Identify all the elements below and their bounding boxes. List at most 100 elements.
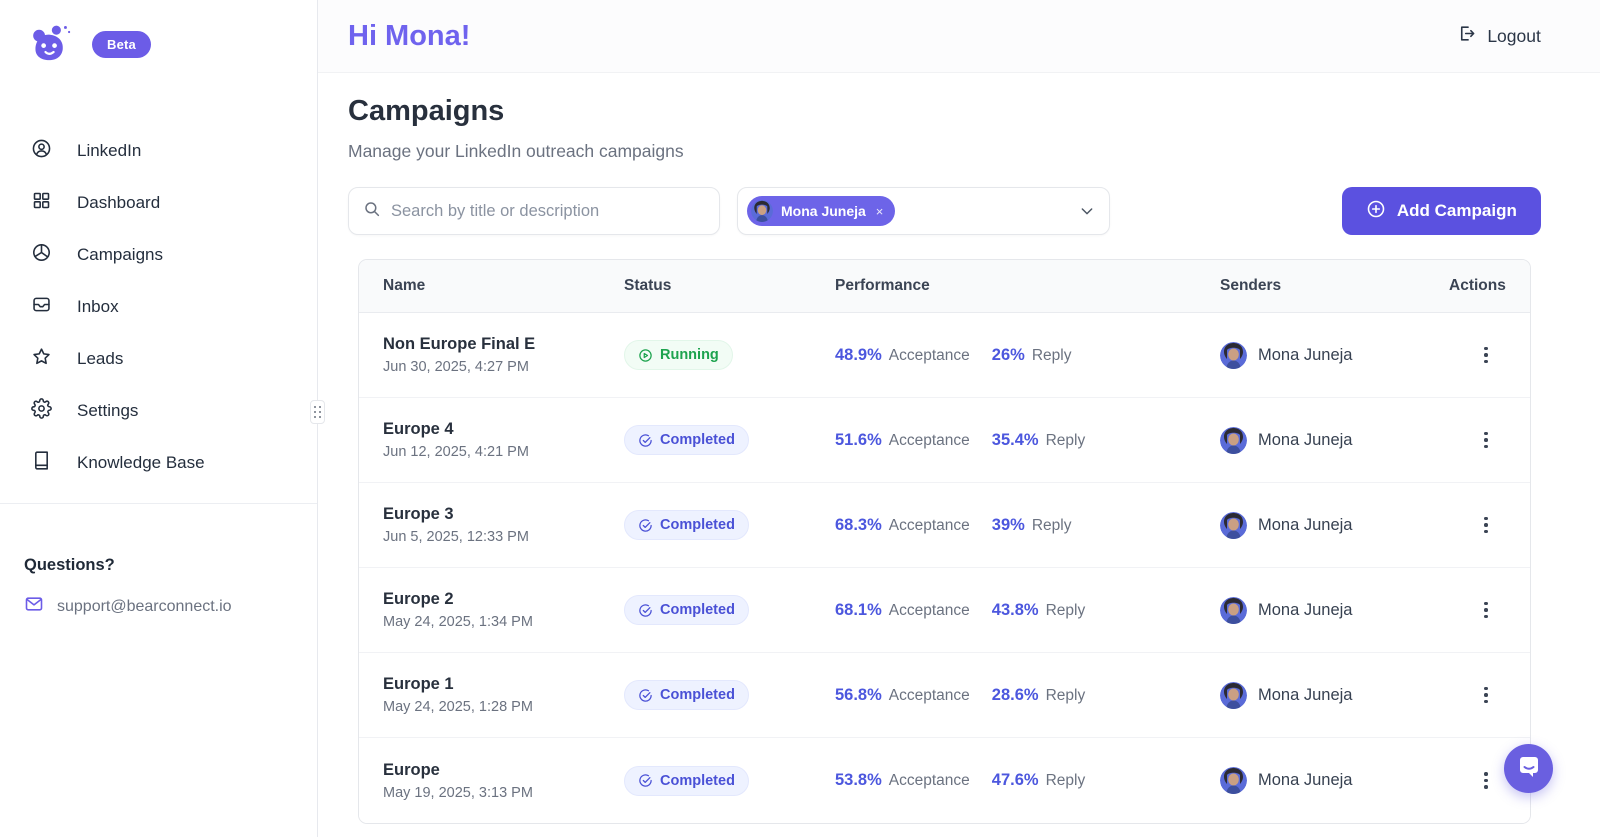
search-input[interactable] — [391, 201, 705, 221]
table-row[interactable]: Europe 2 May 24, 2025, 1:34 PM Completed… — [359, 568, 1530, 653]
avatar — [1220, 681, 1247, 709]
support-email[interactable]: support@bearconnect.io — [57, 597, 232, 615]
reply-value: 43.8% — [991, 600, 1039, 619]
acceptance-value: 48.9% — [835, 345, 882, 364]
status-cell: Completed — [624, 595, 835, 625]
campaign-name: Europe — [383, 760, 440, 779]
sidebar-item-campaigns[interactable]: Campaigns — [0, 229, 317, 281]
greeting: Hi Mona! — [348, 19, 471, 52]
status-label: Completed — [660, 687, 735, 703]
campaign-name: Europe 3 — [383, 505, 454, 523]
table-row[interactable]: Non Europe Final E Jun 30, 2025, 4:27 PM… — [359, 313, 1530, 398]
row-actions-menu-button[interactable] — [1478, 511, 1494, 540]
sender-name: Mona Juneja — [1258, 685, 1353, 704]
table-row[interactable]: Europe 4 Jun 12, 2025, 4:21 PM Completed… — [359, 398, 1530, 483]
reply-metric: 47.6% Reply — [992, 771, 1085, 790]
sidebar-item-label: Inbox — [77, 297, 119, 316]
table-header: Name Status Performance Senders Actions — [359, 260, 1530, 313]
topbar: Hi Mona! Logout — [318, 0, 1600, 73]
sidebar-item-label: Leads — [77, 349, 124, 368]
avatar — [1220, 596, 1247, 624]
acceptance-label: Acceptance — [888, 686, 970, 704]
chat-launcher-button[interactable] — [1504, 744, 1553, 793]
acceptance-value: 68.3% — [835, 515, 882, 534]
status-label: Completed — [660, 432, 735, 448]
row-actions-menu-button[interactable] — [1478, 766, 1494, 795]
status-cell: Completed — [624, 765, 835, 796]
status-badge: Completed — [624, 425, 749, 455]
main-area: Hi Mona! Logout Campaigns Manage your Li… — [318, 0, 1600, 837]
chevron-down-icon — [1081, 208, 1093, 215]
logo-row: Beta — [0, 0, 317, 67]
sidebar-resize-handle[interactable] — [310, 400, 325, 424]
table-row[interactable]: Europe 1 May 24, 2025, 1:28 PM Completed… — [359, 653, 1530, 738]
sender-name: Mona Juneja — [1258, 600, 1353, 619]
campaign-name-cell: Europe May 19, 2025, 3:13 PM — [383, 761, 624, 801]
chip-label: Mona Juneja — [781, 203, 866, 219]
table-row[interactable]: Europe May 19, 2025, 3:13 PM Completed 5… — [359, 738, 1530, 823]
actions-cell — [1449, 596, 1506, 625]
sender-name: Mona Juneja — [1258, 515, 1353, 534]
sidebar-item-linkedin[interactable]: LinkedIn — [0, 125, 317, 177]
campaign-name: Europe 2 — [383, 590, 454, 608]
acceptance-value: 68.1% — [835, 600, 882, 619]
logout-label: Logout — [1487, 25, 1541, 46]
search-icon — [363, 200, 381, 223]
sidebar-divider — [0, 503, 317, 504]
sidebar-item-label: Campaigns — [77, 245, 163, 264]
toolbar: Mona Juneja × Add Campaign — [348, 187, 1600, 235]
status-badge: Completed — [624, 510, 749, 540]
row-actions-menu-button[interactable] — [1478, 596, 1494, 625]
avatar — [751, 200, 773, 222]
campaigns-table: Name Status Performance Senders Actions … — [358, 259, 1531, 824]
chip-remove-icon[interactable]: × — [875, 203, 884, 219]
grid-icon — [31, 190, 52, 216]
logout-button[interactable]: Logout — [1457, 24, 1541, 48]
row-actions-menu-button[interactable] — [1478, 341, 1494, 370]
campaign-name: Europe 1 — [383, 675, 454, 693]
reply-label: Reply — [1031, 516, 1072, 534]
reply-label: Reply — [1045, 601, 1086, 619]
acceptance-metric: 68.3% Acceptance — [835, 516, 970, 535]
acceptance-label: Acceptance — [888, 431, 970, 449]
beta-badge: Beta — [92, 31, 151, 58]
column-header-performance: Performance — [835, 277, 930, 294]
performance-cell: 56.8% Acceptance 28.6% Reply — [835, 686, 1220, 705]
reply-label: Reply — [1045, 686, 1086, 704]
sidebar-item-dashboard[interactable]: Dashboard — [0, 177, 317, 229]
questions-label: Questions? — [24, 556, 115, 574]
row-actions-menu-button[interactable] — [1478, 681, 1494, 710]
reply-metric: 39% Reply — [992, 516, 1072, 535]
sidebar-item-knowledge-base[interactable]: Knowledge Base — [0, 437, 317, 489]
sender-filter-select[interactable]: Mona Juneja × — [737, 187, 1110, 235]
status-cell: Completed — [624, 680, 835, 710]
sidebar: Beta LinkedIn Dashboard Campaigns Inbox … — [0, 0, 325, 837]
column-header-actions: Actions — [1449, 277, 1506, 294]
sidebar-item-inbox[interactable]: Inbox — [0, 281, 317, 333]
reply-value: 47.6% — [991, 771, 1039, 789]
add-campaign-button[interactable]: Add Campaign — [1341, 187, 1541, 235]
campaign-date: Jun 5, 2025, 12:33 PM — [383, 529, 529, 545]
sidebar-footer: Questions? support@bearconnect.io — [0, 556, 317, 619]
gear-icon — [31, 398, 52, 424]
status-cell: Running — [624, 340, 835, 370]
table-row[interactable]: Europe 3 Jun 5, 2025, 12:33 PM Completed… — [359, 483, 1530, 568]
sidebar-item-leads[interactable]: Leads — [0, 333, 317, 385]
acceptance-metric: 56.8% Acceptance — [835, 686, 970, 705]
reply-metric: 35.4% Reply — [992, 431, 1085, 450]
campaign-date: May 24, 2025, 1:28 PM — [383, 699, 533, 715]
sidebar-item-label: LinkedIn — [77, 141, 142, 160]
reply-metric: 26% Reply — [992, 346, 1072, 365]
status-label: Running — [660, 347, 719, 363]
status-badge: Completed — [624, 765, 749, 796]
sidebar-item-settings[interactable]: Settings — [0, 385, 317, 437]
column-header-name: Name — [383, 277, 426, 294]
sender-cell: Mona Juneja — [1220, 511, 1449, 539]
sender-filter-chip[interactable]: Mona Juneja × — [747, 196, 896, 226]
check-circle-icon — [639, 603, 652, 617]
row-actions-menu-button[interactable] — [1478, 426, 1494, 455]
sender-cell: Mona Juneja — [1220, 341, 1449, 369]
campaign-name: Non Europe Final E — [383, 335, 536, 353]
campaign-name: Europe 4 — [383, 420, 454, 438]
